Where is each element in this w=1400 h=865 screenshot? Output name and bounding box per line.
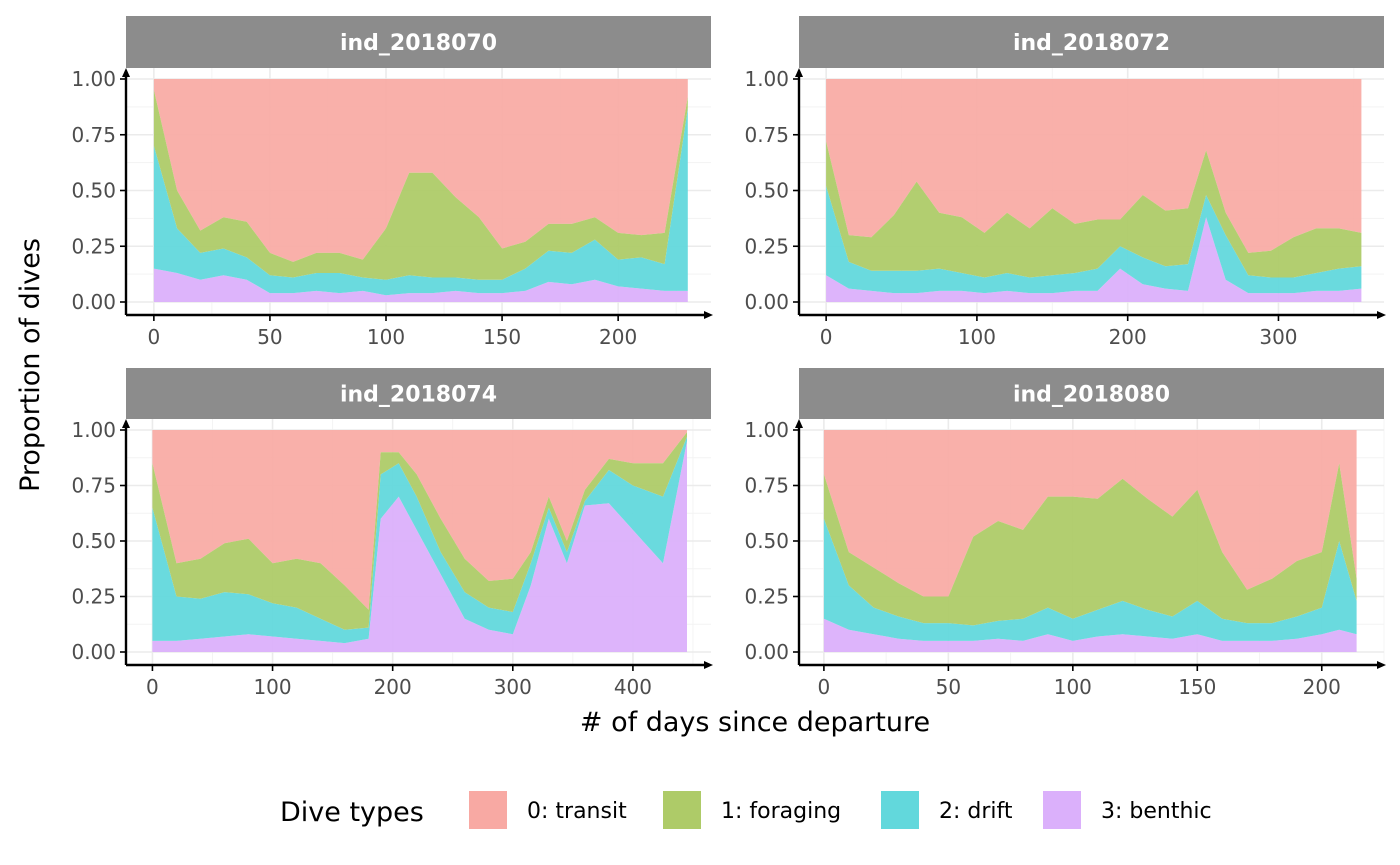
legend-key-3 [1043,791,1081,829]
legend-key-0 [469,791,507,829]
facet-panel-ind_2018072: ind_2018072 0 100 200 300 0.00 0.25 0.50 0.75 1.0… [744,16,1386,349]
series-area-foraging [152,432,687,630]
y-tick-label: 1.00 [71,418,116,442]
y-tick-label: 0.75 [744,123,789,147]
y-tick-label: 0.50 [744,529,789,553]
series-area-foraging [153,90,688,280]
legend-title: Dive types [280,797,424,828]
y-tick-label: 0.50 [71,179,116,203]
facet-panels: ind_2018070 0 50 100 150 200 0.00 0.25 0.50 0.75 1… [71,16,1386,699]
facet-panel-ind_2018074: ind_2018074 0 100 200 300 400 0.00 0.25 0.50 0.75… [71,368,713,699]
x-tick-label: 50 [257,325,282,349]
y-tick-label: 0.00 [744,640,789,664]
x-tick-label: 150 [1178,675,1216,699]
y-tick-label: 0.75 [71,474,116,498]
x-tick-label: 300 [494,675,532,699]
y-tick-label: 0.25 [744,234,789,258]
facet-strip [799,368,1384,419]
facet-strip [799,16,1384,68]
legend-key-1 [663,791,701,829]
x-tick-label: 400 [614,675,652,699]
facet-panel-ind_2018080: ind_2018080 0 50 100 150 200 0.00 0.25 0.50 0.75 1… [744,368,1386,699]
series-area-benthic [152,441,687,652]
legend-label-3: 3: benthic [1101,799,1212,824]
x-tick-label: 0 [820,325,833,349]
x-tick-label: 200 [599,325,637,349]
x-tick-label: 150 [483,325,521,349]
series-area-foraging [823,463,1357,626]
facet-strip [126,16,711,68]
facet-strip-label: ind_2018070 [340,31,497,56]
y-axis-arrow [122,419,130,428]
x-tick-label: 100 [1054,675,1092,699]
x-tick-label: 0 [146,675,159,699]
series-area-benthic [153,268,688,302]
facet-panel-ind_2018070: ind_2018070 0 50 100 150 200 0.00 0.25 0.50 0.75 1… [71,16,713,349]
x-tick-label: 100 [253,675,291,699]
x-axis-title: # of days since departure [580,707,930,738]
facet-strip-label: ind_2018072 [1013,31,1170,56]
y-axis-arrow [795,68,803,77]
x-tick-label: 200 [1109,325,1147,349]
legend: Dive types 0: transit 1: foraging 2: drift… [280,791,1212,829]
x-axis-arrow [1377,661,1386,669]
y-tick-label: 0.25 [71,585,116,609]
series-area-transit [823,430,1357,597]
x-tick-label: 300 [1259,325,1297,349]
x-tick-label: 0 [818,675,831,699]
series-area-drift [153,108,688,296]
y-tick-label: 1.00 [744,67,789,91]
series-area-transit [152,430,687,610]
y-tick-label: 0.00 [71,640,116,664]
x-tick-label: 100 [367,325,405,349]
y-tick-label: 0.50 [71,529,116,553]
y-tick-label: 0.50 [744,179,789,203]
y-tick-label: 0.75 [71,123,116,147]
series-area-benthic [823,618,1357,652]
y-tick-label: 0.00 [71,290,116,314]
x-tick-label: 0 [147,325,160,349]
x-tick-label: 200 [1303,675,1341,699]
legend-label-1: 1: foraging [721,799,841,824]
x-tick-label: 100 [958,325,996,349]
y-axis-arrow [122,68,130,77]
legend-label-0: 0: transit [527,799,627,824]
facet-strip-label: ind_2018080 [1013,383,1170,408]
x-tick-label: 50 [936,675,961,699]
y-tick-label: 0.25 [744,585,789,609]
y-tick-label: 1.00 [71,67,116,91]
facet-strip [126,368,711,419]
y-tick-label: 1.00 [744,418,789,442]
series-area-drift [823,518,1357,641]
y-tick-label: 0.00 [744,290,789,314]
series-area-benthic [826,217,1362,302]
x-axis-arrow [704,661,713,669]
x-axis-arrow [704,311,713,319]
y-axis-arrow [795,419,803,428]
x-tick-label: 200 [374,675,412,699]
y-tick-label: 0.25 [71,234,116,258]
series-area-drift [152,436,687,644]
y-tick-label: 0.75 [744,474,789,498]
series-area-drift [826,186,1362,294]
legend-label-2: 2: drift [939,799,1013,824]
x-axis-arrow [1377,311,1386,319]
series-area-foraging [826,141,1362,278]
series-area-transit [826,79,1362,253]
facet-strip-label: ind_2018074 [340,383,497,408]
series-area-transit [153,79,688,262]
y-axis-title: Proportion of dives [15,238,46,492]
legend-key-2 [881,791,919,829]
